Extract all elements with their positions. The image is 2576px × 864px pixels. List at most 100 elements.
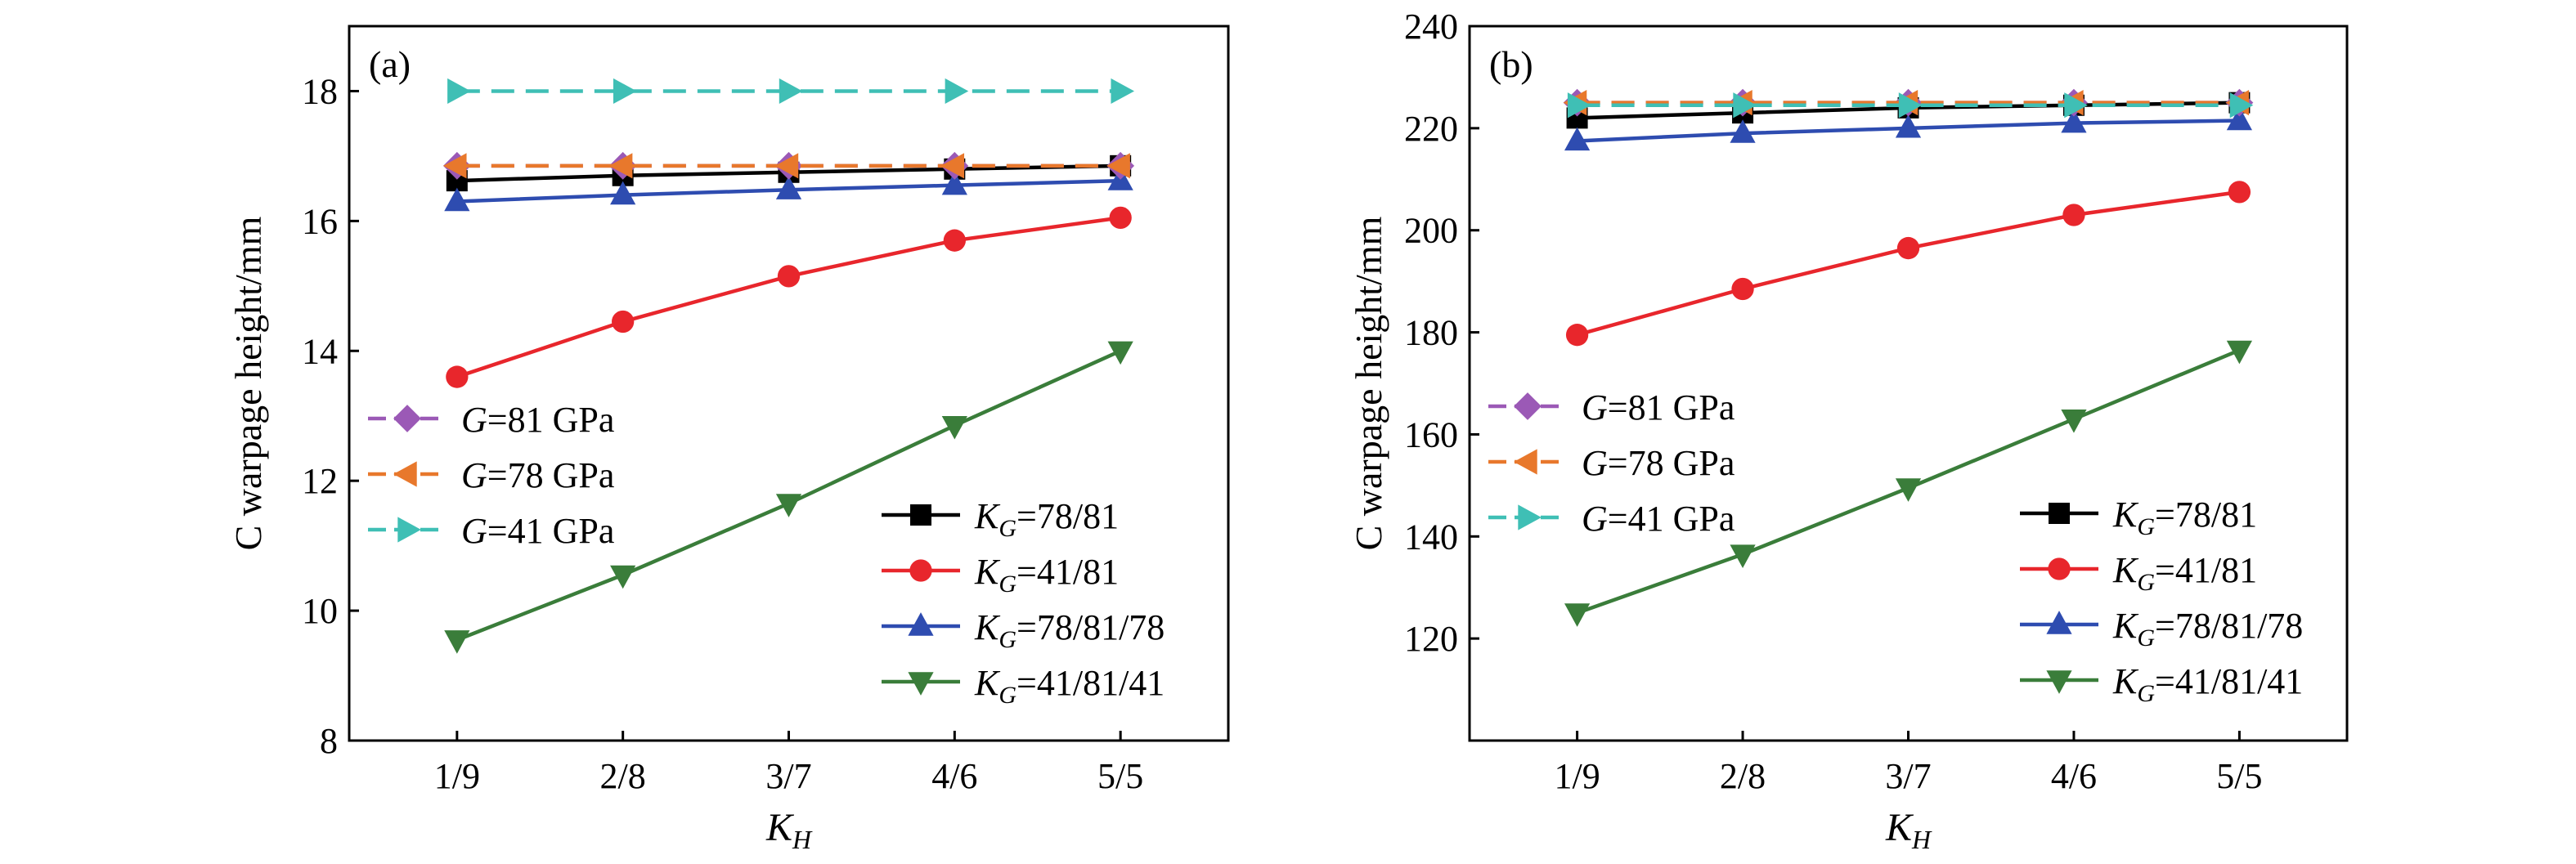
data-point bbox=[777, 265, 801, 288]
data-point bbox=[1730, 119, 1756, 143]
data-point bbox=[941, 415, 967, 440]
panel-label: (a) bbox=[369, 43, 411, 85]
legend-label: KG=41/81 bbox=[2112, 550, 2257, 596]
data-point bbox=[1567, 92, 1591, 119]
x-axis-title: KH bbox=[765, 806, 813, 854]
series-6 bbox=[1564, 340, 2253, 627]
data-point bbox=[608, 153, 633, 179]
legend-g: G=81 GPa G=78 GPa G=41 GPa bbox=[1488, 387, 1735, 539]
data-point bbox=[1106, 153, 1130, 179]
y-tick-label: 120 bbox=[1404, 619, 1458, 659]
legend-label: KG=41/81 bbox=[974, 552, 1119, 598]
legend-label: G=78 GPa bbox=[1582, 443, 1735, 483]
data-point bbox=[775, 494, 802, 517]
y-tick-label: 180 bbox=[1404, 313, 1458, 353]
legend-marker bbox=[393, 461, 417, 487]
legend-marker bbox=[2049, 503, 2070, 524]
data-point bbox=[442, 153, 467, 179]
legend-label: KG=41/81/41 bbox=[974, 663, 1165, 709]
data-point bbox=[2229, 92, 2254, 119]
legend-label: KG=41/81/41 bbox=[2112, 661, 2303, 707]
legend-label: KG=78/81/78 bbox=[974, 607, 1165, 653]
data-point bbox=[1895, 114, 1922, 138]
data-point bbox=[2062, 204, 2085, 226]
data-point bbox=[610, 181, 636, 205]
y-tick-label: 160 bbox=[1404, 414, 1458, 454]
y-tick-label: 8 bbox=[320, 721, 338, 761]
data-point bbox=[1109, 206, 1132, 230]
y-axis-title: C warpage height/mm bbox=[227, 216, 269, 550]
series-4 bbox=[1565, 181, 2251, 347]
x-tick-label: 3/7 bbox=[1885, 756, 1931, 796]
data-point bbox=[612, 310, 635, 334]
legend-marker bbox=[910, 504, 931, 526]
data-point bbox=[2228, 181, 2251, 204]
legend-marker bbox=[1518, 504, 1542, 530]
y-tick-label: 140 bbox=[1404, 517, 1458, 557]
data-point bbox=[943, 229, 966, 252]
y-tick-label: 10 bbox=[302, 591, 338, 631]
data-point bbox=[1898, 92, 1923, 119]
panel-label: (b) bbox=[1489, 43, 1533, 85]
data-point bbox=[446, 365, 469, 388]
legend-k: KG=78/81 KG=41/81 KG=78/81/78 KG=41/81/41 bbox=[2020, 495, 2303, 707]
data-point bbox=[774, 153, 799, 179]
data-point bbox=[1896, 236, 1920, 260]
legend-marker bbox=[908, 612, 934, 636]
legend-marker bbox=[2048, 557, 2071, 580]
x-tick-label: 1/9 bbox=[1554, 756, 1600, 796]
data-point bbox=[775, 176, 802, 199]
data-point bbox=[444, 630, 470, 654]
legend-k: KG=78/81 KG=41/81 KG=78/81/78 KG=41/81/41 bbox=[882, 496, 1165, 709]
panel-a: 8 10 12 14 16 18 1/9 2/8 3/7 4/6 5/5 (a) KH C warpage… bbox=[227, 25, 1230, 854]
legend-marker bbox=[2046, 670, 2072, 694]
y-tick-label: 18 bbox=[302, 71, 338, 111]
legend-label: KG=78/81/78 bbox=[2112, 606, 2303, 651]
x-tick-label: 4/6 bbox=[2051, 756, 2097, 796]
series-4 bbox=[446, 206, 1132, 388]
data-point bbox=[2061, 410, 2087, 433]
x-axis-title: KH bbox=[1885, 806, 1932, 854]
legend-label: G=81 GPa bbox=[461, 400, 614, 440]
data-point bbox=[444, 187, 470, 212]
data-point bbox=[2064, 92, 2088, 119]
series-2 bbox=[1567, 92, 2254, 119]
legend-label: KG=78/81 bbox=[974, 496, 1119, 542]
data-point bbox=[1730, 544, 1756, 569]
data-point bbox=[1564, 603, 1591, 627]
legend-label: G=41 GPa bbox=[1582, 499, 1735, 539]
panel-b: 120 140 160 180 200 220 240 1/9 2/8 3/7 4/6 5/5 (b) K… bbox=[1348, 7, 2349, 854]
series-line bbox=[456, 216, 1121, 379]
x-tick-label: 2/8 bbox=[600, 756, 646, 796]
series-6 bbox=[444, 341, 1133, 654]
y-tick-label: 14 bbox=[302, 331, 338, 371]
x-tick-label: 2/8 bbox=[1720, 756, 1766, 796]
data-point bbox=[1731, 277, 1754, 301]
legend-marker bbox=[2046, 611, 2072, 634]
y-tick-label: 220 bbox=[1404, 109, 1458, 149]
data-point bbox=[1733, 92, 1757, 119]
x-tick-label: 5/5 bbox=[2216, 756, 2262, 796]
y-axis-title: C warpage height/mm bbox=[1348, 216, 1389, 550]
legend-marker bbox=[909, 559, 932, 582]
data-point bbox=[1565, 324, 1589, 347]
series-line bbox=[1576, 190, 2240, 337]
legend-label: KG=78/81 bbox=[2112, 495, 2257, 540]
y-tick-label: 16 bbox=[302, 201, 338, 241]
y-tick-label: 240 bbox=[1404, 7, 1458, 47]
data-point bbox=[447, 78, 471, 105]
x-tick-label: 4/6 bbox=[931, 756, 977, 796]
y-tick-label: 12 bbox=[302, 461, 338, 501]
data-point bbox=[613, 78, 637, 105]
data-point bbox=[940, 153, 965, 179]
legend-marker bbox=[1514, 392, 1542, 420]
data-point bbox=[1895, 478, 1922, 502]
series-1 bbox=[442, 153, 1130, 179]
y-tick-label: 200 bbox=[1404, 211, 1458, 251]
x-tick-label: 5/5 bbox=[1097, 756, 1143, 796]
x-tick-label: 1/9 bbox=[434, 756, 480, 796]
data-point bbox=[1111, 78, 1135, 105]
data-point bbox=[941, 171, 967, 195]
data-point bbox=[779, 78, 803, 105]
